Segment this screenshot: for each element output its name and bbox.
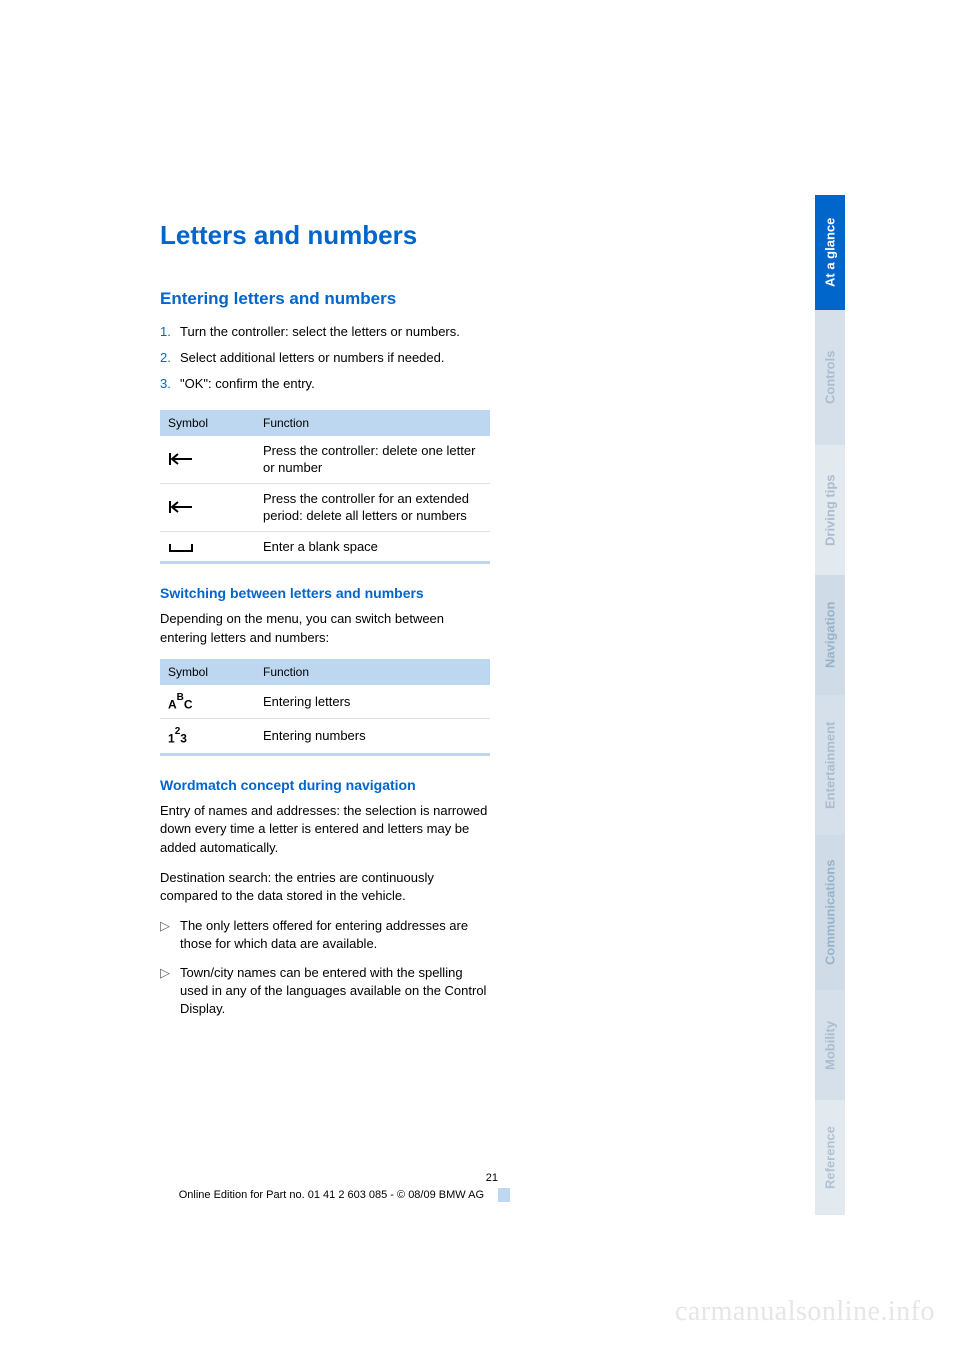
col-function: Function	[255, 410, 490, 436]
step-item: 1. Turn the controller: select the lette…	[160, 323, 490, 341]
step-number: 2.	[160, 349, 180, 367]
col-function: Function	[255, 659, 490, 685]
col-symbol: Symbol	[160, 410, 255, 436]
letters-mode-icon: ABC	[160, 685, 255, 719]
table-row: Press the controller for an extended per…	[160, 483, 490, 531]
side-tab[interactable]: Reference	[815, 1100, 845, 1215]
paragraph: Destination search: the entries are cont…	[160, 869, 490, 905]
footer-wrap: Online Edition for Part no. 01 41 2 603 …	[160, 1187, 510, 1203]
symbol-table-2: Symbol Function ABC Entering letters 123…	[160, 659, 490, 756]
paragraph: Depending on the menu, you can switch be…	[160, 610, 490, 646]
section-heading-switching: Switching between letters and numbers	[160, 584, 490, 602]
triangle-bullet-icon: ▷	[160, 917, 180, 953]
table-row: ABC Entering letters	[160, 685, 490, 719]
list-item: ▷ The only letters offered for entering …	[160, 917, 490, 953]
side-tab[interactable]: Communications	[815, 835, 845, 990]
watermark: carmanualsonline.info	[675, 1296, 935, 1328]
footer-marker-icon	[498, 1188, 510, 1202]
side-tab[interactable]: At a glance	[815, 195, 845, 310]
page-title: Letters and numbers	[160, 220, 490, 251]
bullet-list: ▷ The only letters offered for entering …	[160, 917, 490, 1018]
step-item: 2. Select additional letters or numbers …	[160, 349, 490, 367]
step-item: 3. "OK": confirm the entry.	[160, 375, 490, 393]
list-item: ▷ Town/city names can be entered with th…	[160, 964, 490, 1019]
side-tab[interactable]: Navigation	[815, 575, 845, 695]
step-text: Turn the controller: select the letters …	[180, 323, 460, 341]
footer-text: Online Edition for Part no. 01 41 2 603 …	[175, 1187, 496, 1203]
list-text: Town/city names can be entered with the …	[180, 964, 490, 1019]
step-number: 1.	[160, 323, 180, 341]
cell-function: Entering numbers	[255, 719, 490, 755]
table-header-row: Symbol Function	[160, 659, 490, 685]
triangle-bullet-icon: ▷	[160, 964, 180, 1019]
side-tab[interactable]: Mobility	[815, 990, 845, 1100]
table-header-row: Symbol Function	[160, 410, 490, 436]
main-content: Letters and numbers Entering letters and…	[160, 220, 490, 1032]
footer: 21 Online Edition for Part no. 01 41 2 6…	[160, 1172, 510, 1203]
section-heading-wordmatch: Wordmatch concept during navigation	[160, 776, 490, 794]
section-heading-entering: Entering letters and numbers	[160, 289, 490, 309]
symbol-table-1: Symbol Function Press the controller: de…	[160, 410, 490, 565]
delete-one-icon	[160, 436, 255, 484]
table-row: Enter a blank space	[160, 531, 490, 563]
page: Letters and numbers Entering letters and…	[0, 0, 960, 1358]
cell-function: Enter a blank space	[255, 531, 490, 563]
cell-function: Entering letters	[255, 685, 490, 719]
side-tab[interactable]: Controls	[815, 310, 845, 445]
numbers-mode-icon: 123	[160, 719, 255, 755]
step-number: 3.	[160, 375, 180, 393]
steps-list: 1. Turn the controller: select the lette…	[160, 323, 490, 394]
side-tab[interactable]: Driving tips	[815, 445, 845, 575]
list-text: The only letters offered for entering ad…	[180, 917, 490, 953]
paragraph: Entry of names and addresses: the select…	[160, 802, 490, 857]
table-row: 123 Entering numbers	[160, 719, 490, 755]
space-icon	[160, 531, 255, 563]
page-number: 21	[160, 1172, 510, 1184]
cell-function: Press the controller for an extended per…	[255, 483, 490, 531]
side-tabs: At a glanceControlsDriving tipsNavigatio…	[815, 195, 845, 1215]
step-text: "OK": confirm the entry.	[180, 375, 315, 393]
col-symbol: Symbol	[160, 659, 255, 685]
cell-function: Press the controller: delete one letter …	[255, 436, 490, 484]
step-text: Select additional letters or numbers if …	[180, 349, 445, 367]
side-tab[interactable]: Entertainment	[815, 695, 845, 835]
table-row: Press the controller: delete one letter …	[160, 436, 490, 484]
delete-all-icon	[160, 483, 255, 531]
